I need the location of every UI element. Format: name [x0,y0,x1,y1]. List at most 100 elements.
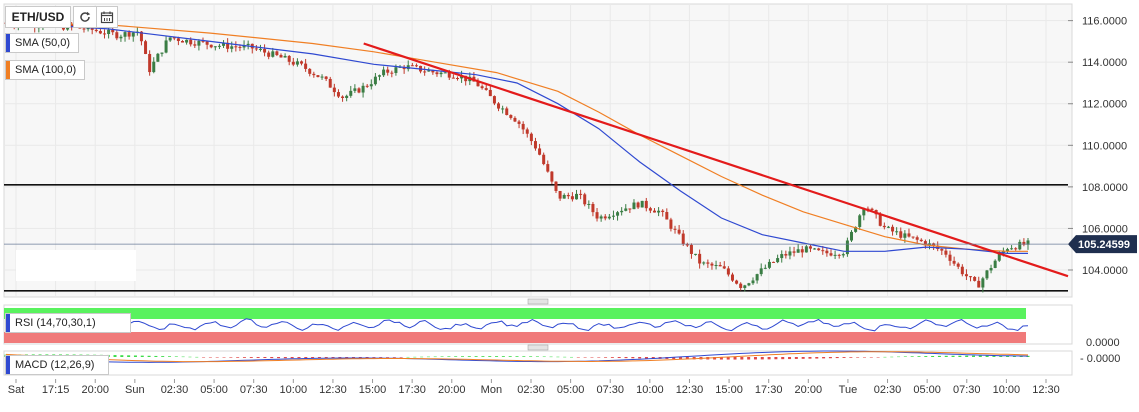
x-tick-label: 17:15 [42,384,70,396]
candle-body [538,148,542,155]
candle-body [862,208,866,216]
trendline [363,42,1069,278]
macd-histogram-bar [570,356,574,358]
candle-body [94,29,98,32]
candle-body [480,86,484,89]
macd-histogram-bar [311,357,315,359]
candle-body [985,270,989,279]
candle-body [542,154,546,165]
macd-line [5,350,1029,363]
candle-body [295,61,299,65]
sma-50-label: SMA (50,0) [15,37,71,49]
candle-body [529,133,533,142]
macd-histogram-bar [399,357,403,358]
macd-histogram-bar [890,356,894,358]
candle-body [648,208,652,211]
candle-body [907,233,911,237]
macd-histogram-bar [304,357,308,359]
candle-body [993,260,997,268]
macd-histogram-bar [726,357,730,360]
candle-body [657,210,661,213]
panel-resize-handle[interactable] [527,298,549,305]
candle-body [517,121,521,124]
candle-body [755,274,759,281]
candle-body [891,226,895,232]
macd-histogram-bar [256,357,260,358]
legend-rsi[interactable]: RSI (14,70,30,1) [5,313,131,333]
candle-body [168,37,172,41]
candle-body [271,51,275,57]
candle-body [973,277,977,281]
macd-histogram-bar [576,357,580,358]
candle-body [698,253,702,264]
candle-body [714,265,718,267]
candle-body [217,45,221,47]
candle-body [246,43,250,46]
y-tick-label: 104.0000 [1082,265,1128,277]
candle-body [743,285,747,288]
rsi-axis-label: 0.0000 [1086,337,1120,349]
calendar-button[interactable] [96,6,118,28]
macd-histogram-bar [433,356,437,358]
sma-100-line [5,22,1028,252]
macd-histogram-bar [1006,355,1010,357]
macd-histogram-bar [229,357,233,358]
candle-body [661,210,665,213]
candle-body [152,61,156,73]
macd-histogram-bar [338,357,342,358]
macd-histogram-bar [897,356,901,358]
panel-resize-handle[interactable] [527,344,549,351]
macd-histogram-bar [202,357,206,358]
macd-histogram-bar [604,357,608,358]
support-resistance-levels [4,183,1068,292]
candle-body [813,248,817,250]
candle-body [414,65,418,67]
symbol-button[interactable]: ETH/USD [5,6,71,28]
legend-sma-50[interactable]: SMA (50,0) [5,33,79,53]
x-tick-label: 07:30 [596,384,624,396]
candlesticks [4,18,1030,293]
candle-body [681,233,685,245]
candle-body [583,194,587,205]
candle-body [919,239,923,242]
macd-histogram-bar [610,357,614,358]
legend-macd[interactable]: MACD (12,26,9) [5,355,109,375]
candle-body [825,250,829,254]
macd-histogram-bar [937,355,941,357]
refresh-button[interactable] [73,6,97,28]
macd-histogram-bar [971,355,975,357]
macd-histogram-bar [801,357,805,359]
candle-body [960,266,964,275]
candle-body [263,48,267,53]
candle-body [345,95,349,98]
macd-histogram-bar [467,356,471,357]
macd-histogram-bar [767,357,771,360]
macd-histogram-bar [992,355,996,357]
y-tick-label: 108.0000 [1082,182,1128,194]
y-tick-label: 110.0000 [1082,140,1127,152]
macd-histogram-bar [263,357,267,359]
legend-sma-100[interactable]: SMA (100,0) [5,60,85,80]
time-axis: Sat 17:15 20:00 Sun 02:30 05:00 07:30 10:00 12:3… [8,379,1060,396]
macd-histogram-bar [638,357,642,359]
macd-histogram-bar [917,356,921,357]
macd-histogram-bar [965,355,969,357]
candle-body [624,208,628,211]
candle-body [616,212,620,216]
candle-body [431,70,435,73]
candle-body [115,32,119,39]
macd-histogram-bar [556,356,560,358]
candle-body [911,236,915,238]
candle-body [139,31,143,42]
y-tick-label: 112.0000 [1082,99,1127,111]
symbol-label: ETH/USD [11,10,65,24]
macd-histogram-bar [631,357,635,359]
macd-histogram-bar [161,356,165,357]
candle-body [1005,249,1009,252]
macd-histogram-bar [460,356,464,357]
macd-swatch [6,356,10,374]
macd-histogram-bar [188,356,192,358]
candle-body [447,72,451,78]
candle-body [776,258,780,263]
candle-body [406,65,410,70]
